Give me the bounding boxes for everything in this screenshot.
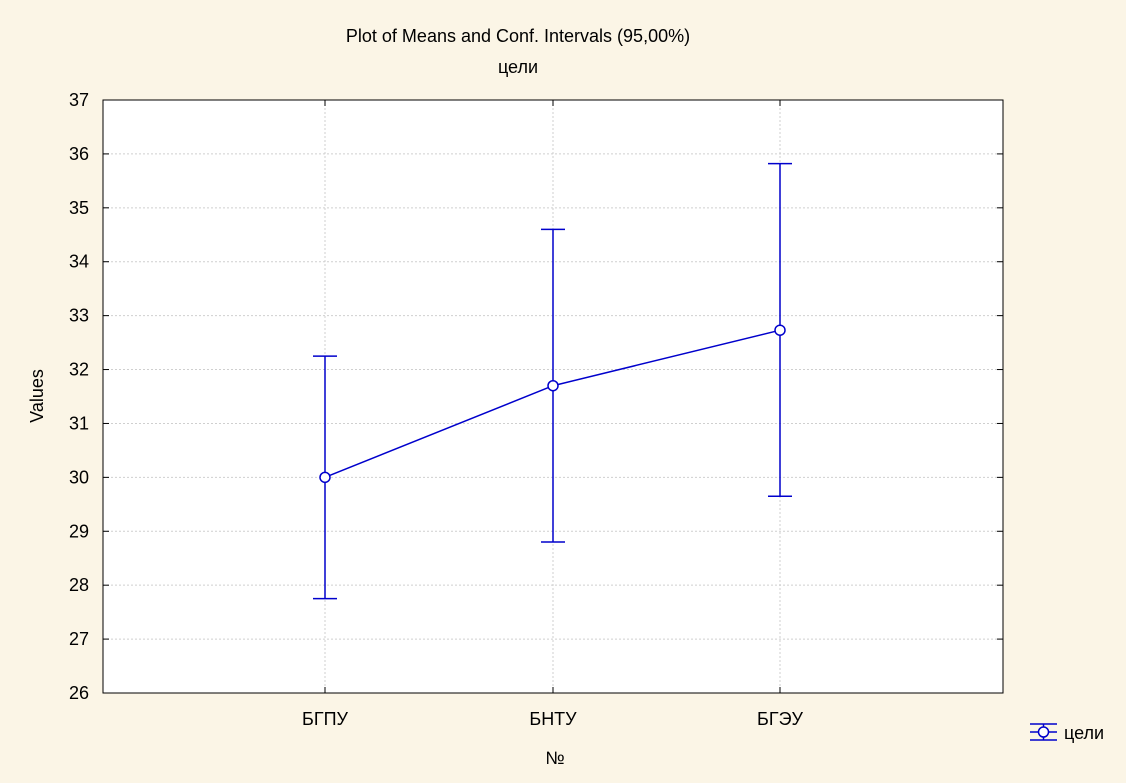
y-tick-label: 26 xyxy=(69,683,89,703)
y-tick-label: 30 xyxy=(69,467,89,487)
legend-marker-icon xyxy=(1030,723,1057,741)
y-tick-label: 29 xyxy=(69,521,89,541)
x-tick-label: БНТУ xyxy=(529,709,577,729)
chart-subtitle: цели xyxy=(498,57,538,77)
y-tick-label: 31 xyxy=(69,413,89,433)
chart-title: Plot of Means and Conf. Intervals (95,00… xyxy=(346,26,690,46)
legend-label: цели xyxy=(1064,723,1104,743)
axis-ticks: 26 27 28 29 30 31 32 33 34 35 36 37 БГПУ БНТУ БГЭУ xyxy=(69,90,1003,729)
y-axis-label: Values xyxy=(27,369,47,423)
y-tick-label: 37 xyxy=(69,90,89,110)
mean-point xyxy=(547,379,559,392)
y-tick-label: 32 xyxy=(69,360,89,380)
x-tick-label: БГПУ xyxy=(302,709,348,729)
mean-point xyxy=(774,324,786,336)
mean-point xyxy=(319,471,331,484)
legend: цели xyxy=(1030,723,1104,743)
y-tick-label: 34 xyxy=(69,252,89,272)
y-tick-label: 27 xyxy=(69,629,89,649)
y-tick-label: 35 xyxy=(69,198,89,218)
y-tick-label: 36 xyxy=(69,144,89,164)
y-tick-label: 33 xyxy=(69,306,89,326)
x-tick-label: БГЭУ xyxy=(757,709,803,729)
series-layer xyxy=(313,162,792,600)
y-tick-label: 28 xyxy=(69,575,89,595)
x-axis-label: № xyxy=(545,748,564,768)
